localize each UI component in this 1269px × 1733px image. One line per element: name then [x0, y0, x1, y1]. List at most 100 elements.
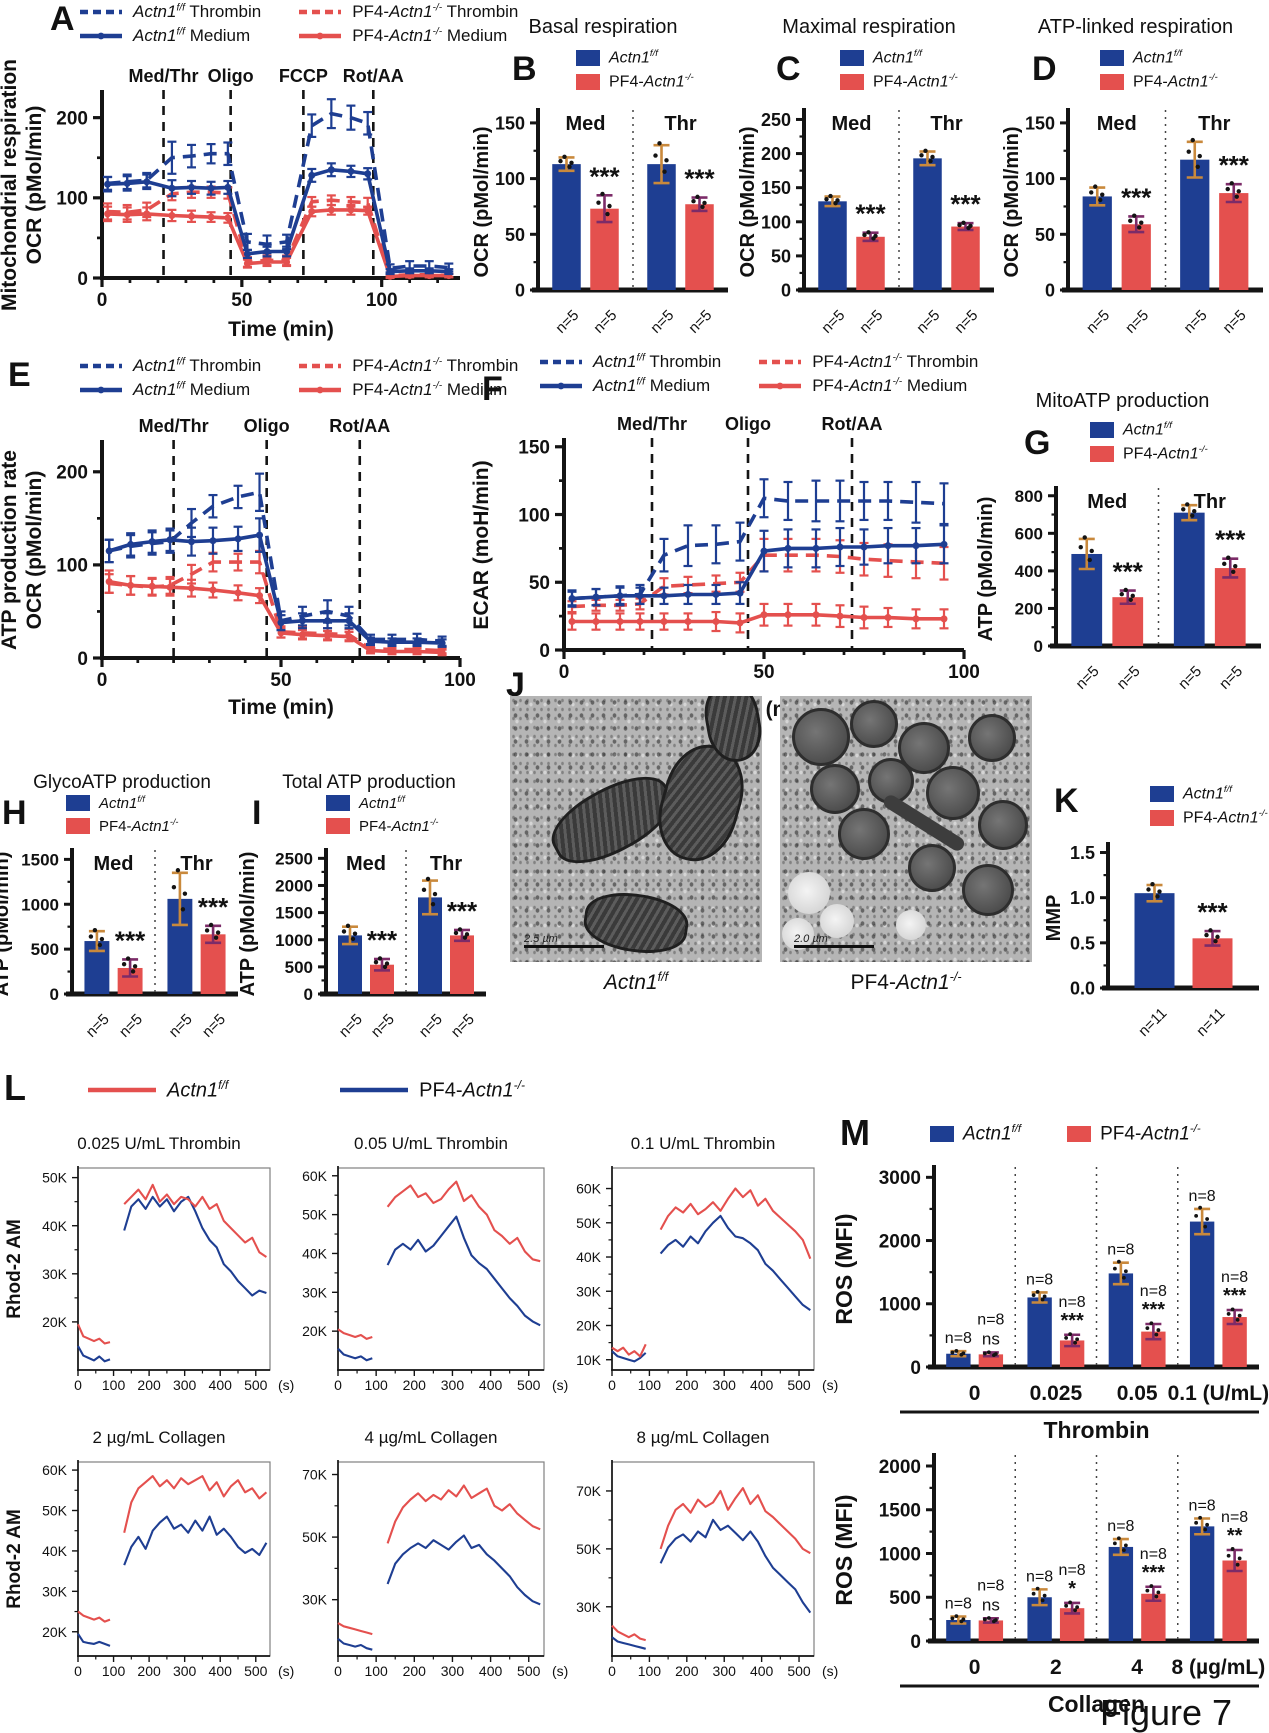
panel-d-legend: Actn1f/f PF4-Actn1-/-: [1100, 48, 1218, 92]
svg-text:OCR (pMol/min): OCR (pMol/min): [737, 126, 759, 277]
svg-text:50: 50: [529, 573, 550, 594]
legend-item: Actn1f/f: [1090, 420, 1208, 439]
svg-text:ns: ns: [982, 1329, 1000, 1348]
white-spot: [782, 918, 814, 950]
svg-text:ROS (MFI): ROS (MFI): [831, 1494, 857, 1605]
svg-text:***: ***: [1223, 1285, 1247, 1307]
svg-text:n=8: n=8: [1059, 1562, 1086, 1579]
legend-item: PF4-Actn1-/-: [66, 817, 178, 835]
scale-bar: 2.0 µm: [794, 933, 874, 948]
svg-text:n=8: n=8: [977, 1311, 1004, 1328]
svg-text:Oligo: Oligo: [208, 66, 254, 86]
svg-text:***: ***: [1142, 1299, 1166, 1321]
svg-text:50K: 50K: [42, 1503, 68, 1519]
svg-text:50K: 50K: [302, 1207, 328, 1223]
panel-a-legend: Actn1f/f Thrombin PF4-Actn1-/- Thrombin Ac…: [78, 2, 518, 46]
svg-text:Med: Med: [1097, 113, 1137, 135]
legend-swatch: [66, 818, 90, 834]
legend-swatch: [1100, 49, 1124, 66]
svg-text:150: 150: [761, 178, 791, 198]
legend-item: PF4-Actn1-/- Medium: [757, 376, 978, 396]
legend-item: PF4-Actn1-/- Thrombin: [297, 356, 518, 376]
em-caption-wt: Actn1f/f: [603, 970, 669, 994]
svg-text:0: 0: [910, 1632, 921, 1653]
svg-text:1.5: 1.5: [1070, 843, 1095, 863]
svg-text:n=5: n=5: [83, 1011, 113, 1041]
svg-text:2000: 2000: [275, 877, 313, 896]
svg-text:n=11: n=11: [1135, 1005, 1170, 1040]
svg-text:500: 500: [244, 1377, 268, 1393]
panel-f: F Actn1f/f Thrombin PF4-Actn1-/- Thrombin…: [468, 350, 980, 725]
svg-text:40K: 40K: [576, 1249, 602, 1265]
svg-text:300: 300: [173, 1663, 197, 1679]
svg-text:50: 50: [771, 246, 791, 266]
svg-text:400: 400: [209, 1663, 233, 1679]
panel-l1-chart: 20K 30K 40K 50K 0 100 200 300 400 500 (s) Rhod-2 AM: [0, 1160, 294, 1410]
svg-text:n=8: n=8: [1026, 1568, 1053, 1585]
svg-text:70K: 70K: [576, 1483, 602, 1499]
vesicle-shape: [850, 700, 898, 748]
vesicle-shape: [962, 864, 1014, 916]
legend-swatch: [326, 795, 350, 811]
svg-text:0.5: 0.5: [1070, 933, 1095, 953]
svg-text:OCR (pMol/min): OCR (pMol/min): [1001, 126, 1023, 277]
legend-item: PF4-Actn1-/-: [326, 817, 438, 835]
svg-text:50K: 50K: [302, 1529, 328, 1545]
svg-text:30K: 30K: [42, 1583, 68, 1599]
svg-text:150: 150: [495, 113, 525, 133]
svg-text:250: 250: [761, 110, 791, 130]
svg-text:(s): (s): [822, 1377, 838, 1393]
svg-text:***: ***: [115, 925, 146, 955]
panel-g-chart: 0 200 400 600 800 n=5 n=5 *** Med n=5 n=5 *** Thr ATP…: [975, 474, 1269, 693]
svg-text:n=5: n=5: [166, 1011, 196, 1041]
svg-text:100: 100: [56, 189, 88, 210]
svg-text:***: ***: [589, 161, 620, 191]
svg-text:Rot/AA: Rot/AA: [822, 414, 883, 434]
svg-text:20K: 20K: [576, 1318, 602, 1334]
svg-text:50K: 50K: [576, 1541, 602, 1557]
legend-item: PF4-Actn1-/-: [576, 72, 694, 91]
svg-text:0: 0: [77, 649, 88, 670]
svg-text:***: ***: [367, 925, 398, 955]
panel-b-title: Basal respiration: [528, 16, 678, 38]
svg-text:400: 400: [209, 1377, 233, 1393]
svg-text:n=5: n=5: [856, 307, 886, 337]
svg-text:Collagen: Collagen: [1048, 1691, 1145, 1717]
svg-text:n=5: n=5: [590, 307, 620, 337]
panel-d-letter: D: [1032, 50, 1057, 88]
svg-text:0: 0: [1045, 280, 1055, 300]
vesicle-shape: [792, 708, 850, 766]
legend-line-sample: [80, 363, 122, 369]
svg-text:150: 150: [518, 438, 550, 459]
legend-line-sample: [80, 9, 122, 15]
panel-b-letter: B: [512, 50, 537, 88]
svg-text:300: 300: [173, 1377, 197, 1393]
legend-swatch: [326, 818, 350, 834]
svg-text:100: 100: [518, 505, 550, 526]
legend-swatch: [840, 73, 864, 90]
svg-text:ns: ns: [982, 1595, 1000, 1614]
panel-m-thrombin-chart: 0 1000 2000 3000 n=8 ns n=8 0 n=8 *** n=8 0.025 n=8 *…: [826, 1157, 1269, 1457]
svg-text:50: 50: [1035, 225, 1055, 245]
svg-text:20K: 20K: [302, 1323, 328, 1339]
svg-text:Med: Med: [566, 113, 606, 135]
svg-text:n=5: n=5: [1083, 307, 1113, 337]
svg-text:n=5: n=5: [199, 1011, 229, 1041]
panel-h-chart: 0 500 1000 1500 n=5 n=5 *** Med n=5 n=5 *** Thr ATP …: [0, 840, 244, 1041]
legend-item: Actn1f/f: [1100, 48, 1218, 67]
panel-l2-chart: 20K 30K 40K 50K 60K 0 100 200 300 400 500 (s): [280, 1160, 568, 1410]
legend-item: PF4-Actn1-/- Thrombin: [297, 2, 518, 22]
svg-text:Thrombin: Thrombin: [1043, 1417, 1149, 1443]
panel-f-letter: F: [482, 370, 503, 408]
svg-text:400: 400: [479, 1377, 503, 1393]
svg-text:300: 300: [441, 1377, 465, 1393]
svg-text:100: 100: [444, 670, 476, 691]
panel-h-letter: H: [2, 794, 27, 832]
svg-text:Thr: Thr: [1194, 491, 1226, 513]
svg-text:500: 500: [517, 1663, 541, 1679]
svg-text:***: ***: [1142, 1562, 1166, 1584]
svg-text:n=5: n=5: [1220, 307, 1250, 337]
panel-e: E Actn1f/f Thrombin PF4-Actn1-/- Thrombin…: [0, 350, 518, 725]
panel-l4: 2 µg/mL Collagen 20K 30K 40K 50K 60K 0 100 200 3…: [0, 1412, 294, 1700]
panel-b-chart: 0 50 100 150 n=5 n=5 *** Med n=5 n=5 *** Thr OCR (pM…: [471, 92, 734, 337]
